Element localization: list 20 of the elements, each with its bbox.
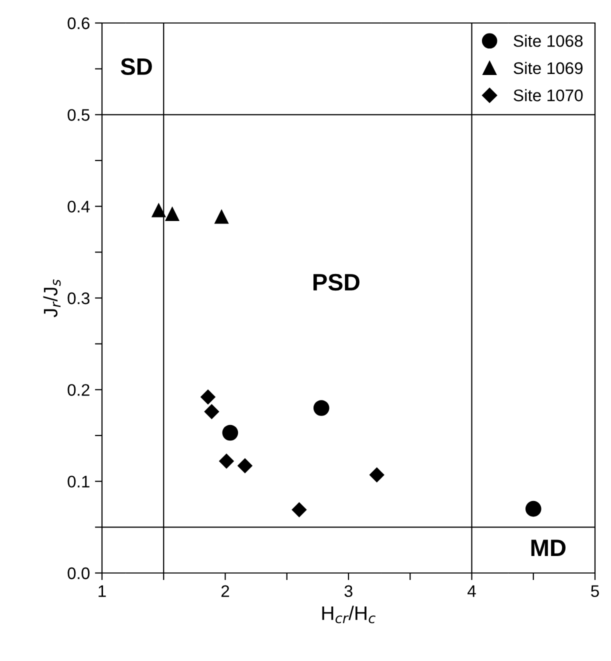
y-tick-label: 0.6 <box>68 17 90 30</box>
y-tick-label: 0.1 <box>68 476 90 488</box>
x-tick-label: 3 <box>344 585 352 598</box>
legend-label: Site 1068 <box>514 34 583 47</box>
annotation: PSD <box>313 274 360 291</box>
x-tick-label: 5 <box>591 585 599 598</box>
x-tick-label: 1 <box>98 585 106 597</box>
annotation: SD <box>120 58 152 75</box>
y-tick-label: 0.2 <box>68 384 90 396</box>
legend-label: Site 1070 <box>514 89 583 102</box>
x-tick-label: 2 <box>221 585 230 597</box>
y-tick-label: 0.0 <box>68 567 90 580</box>
legend-label: Site 1069 <box>514 62 583 74</box>
y-tick-label: 0.3 <box>68 292 90 304</box>
x-axis-title: H$_{cr}$/H$_{c}$ <box>322 606 376 624</box>
y-axis-title: J$_{r}$/J$_{s}$ <box>43 279 61 318</box>
x-tick-label: 4 <box>468 585 476 597</box>
y-tick-label: 0.5 <box>68 109 90 121</box>
y-tick-label: 0.4 <box>68 200 90 213</box>
annotation: MD <box>531 540 566 556</box>
